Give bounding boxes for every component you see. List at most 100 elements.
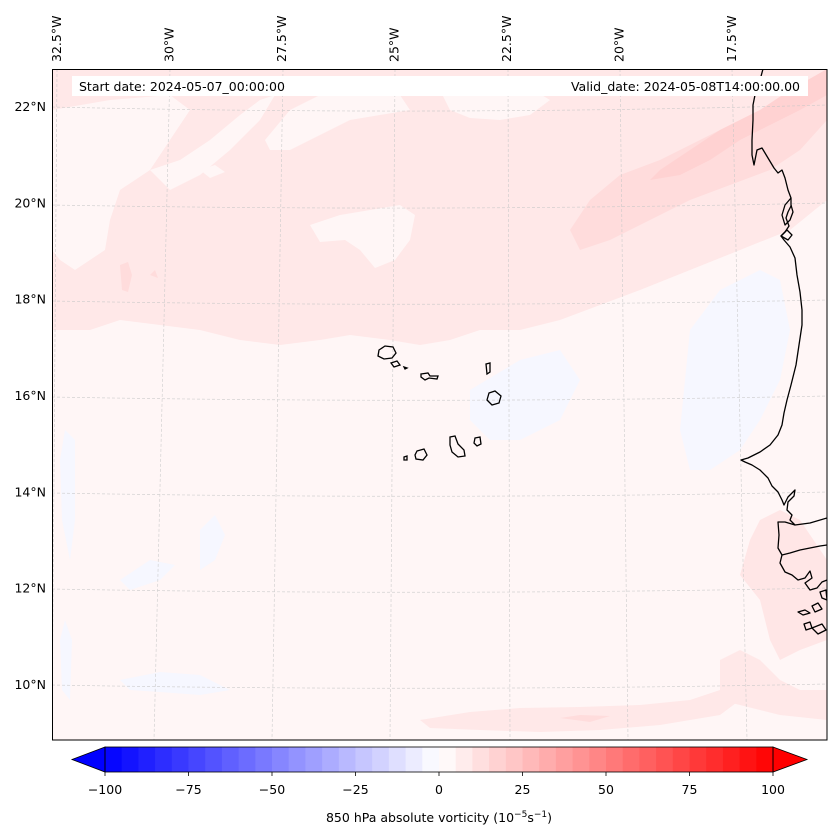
field-white-patch [150, 95, 275, 190]
island-fogo [414, 448, 428, 461]
colorbar-tick-label: 25 [515, 782, 531, 797]
colorbar-tick-label: 50 [598, 782, 614, 797]
meridian-gridline [153, 69, 171, 740]
colorbar-tick-label: −50 [259, 782, 285, 797]
colorbar-bin [722, 747, 741, 772]
field-negative-patch [120, 560, 175, 590]
latitude-tick-label: 10°N [14, 677, 46, 692]
colorbar-bin [606, 747, 624, 772]
colorbar-bin [522, 747, 540, 772]
parallel-gridline [52, 299, 827, 305]
field-white-patch [310, 205, 415, 268]
guinea-bissau-islands [811, 602, 823, 613]
colorbar-bin [322, 747, 340, 772]
colorbar-bin [188, 747, 206, 772]
colorbar-bin [221, 747, 240, 772]
field-southern-streak [420, 690, 740, 732]
island-sao-nicolau [420, 372, 439, 381]
colorbar-bin [422, 747, 440, 772]
colorbar-bin [656, 747, 674, 772]
colorbar-bin [305, 747, 323, 772]
island-sal [485, 362, 491, 376]
field-negative-patch [120, 672, 230, 695]
latitude-tick-label: 20°N [14, 195, 46, 210]
colorbar-bin [138, 747, 156, 772]
longitude-tick-labels: 32.5°W 30°W 27.5°W 25°W 22.5°W 20°W 17.5°W [49, 16, 739, 62]
field-northern-band [52, 69, 827, 345]
longitude-tick-label: 20°W [612, 27, 627, 62]
colorbar-bin [105, 747, 123, 772]
colorbar-extend-max [772, 746, 809, 773]
colorbar-tick-label: −75 [175, 782, 201, 797]
colorbar-bin [756, 747, 774, 772]
latitude-tick-label: 22°N [14, 99, 46, 114]
colorbar-bins [105, 747, 774, 772]
latitude-tick-label: 18°N [14, 292, 46, 307]
valid-date-label-box [312, 76, 808, 96]
island-santiago [449, 435, 466, 458]
field-white-patch [265, 90, 410, 150]
longitude-tick-label: 30°W [162, 27, 177, 62]
parallel-gridline [52, 491, 827, 497]
colorbar-bin [121, 747, 139, 772]
colorbar-bin [255, 747, 273, 772]
field-negative-patch [52, 338, 114, 740]
field-pink-blob [120, 262, 132, 292]
colorbar: −100 −75 −50 −25 0 25 50 75 100 850 hPa absolute… [70, 746, 809, 825]
colorbar-bin [672, 747, 691, 772]
island-boa-vista [486, 390, 502, 406]
longitude-tick-label: 32.5°W [49, 16, 64, 62]
longitude-tick-label: 17.5°W [724, 16, 739, 62]
colorbar-label: 850 hPa absolute vorticity (10−5s−1) [326, 810, 552, 825]
colorbar-bin [639, 747, 657, 772]
longitude-tick-label: 25°W [387, 27, 402, 62]
colorbar-bin [489, 747, 507, 772]
colorbar-bin [572, 747, 590, 772]
island-maio [473, 436, 482, 447]
meridian-gridline [507, 69, 511, 740]
colorbar-tick-label: 100 [761, 782, 785, 797]
field-negative-patch [680, 270, 790, 470]
colorbar-bin [338, 747, 357, 772]
start-date-label: Start date: 2024-05-07_00:00:00 [79, 79, 285, 94]
island-santa-luzia [402, 365, 409, 370]
field-negative-patch [470, 350, 580, 440]
field-ne-strong-band [650, 69, 827, 180]
colorbar-bin [589, 747, 607, 772]
longitude-tick-label: 22.5°W [499, 16, 514, 62]
colorbar-tick-label: −25 [342, 782, 368, 797]
field-negative-patch [60, 430, 75, 560]
field-white-patch [52, 95, 190, 270]
field-white-patch [200, 165, 225, 178]
colorbar-bin [171, 747, 190, 772]
colorbar-bin [539, 747, 557, 772]
parallel-gridline [52, 104, 827, 112]
parallel-gridline [52, 587, 827, 593]
coastlines [740, 69, 827, 635]
start-date-label-box [72, 76, 312, 96]
island-sao-vicente [389, 360, 402, 368]
colorbar-bin [405, 747, 423, 772]
colorbar-bin [372, 747, 390, 772]
longitude-tick-label: 27.5°W [274, 16, 289, 62]
colorbar-tick-label: −100 [88, 782, 122, 797]
colorbar-extend-min [70, 746, 106, 773]
colorbar-bin [555, 747, 574, 772]
valid-date-label: Valid_date: 2024-05-08T14:00:00.00 [571, 79, 800, 94]
cape-verde-islands [377, 345, 502, 461]
colorbar-bin [388, 747, 407, 772]
colorbar-bin [288, 747, 306, 772]
parallel-gridline [52, 395, 827, 401]
island-brava [403, 455, 408, 461]
meridian-gridline [731, 69, 748, 740]
colorbar-bin [689, 747, 707, 772]
latitude-tick-label: 16°N [14, 388, 46, 403]
colorbar-bin [238, 747, 256, 772]
colorbar-bin [439, 747, 457, 772]
map-frame [52, 69, 828, 741]
latitude-tick-labels: 22°N 20°N 18°N 16°N 14°N 12°N 10°N [14, 99, 46, 692]
island-santo-antao [377, 345, 397, 360]
guinea-bissau-coast [779, 554, 827, 591]
colorbar-bin [155, 747, 173, 772]
